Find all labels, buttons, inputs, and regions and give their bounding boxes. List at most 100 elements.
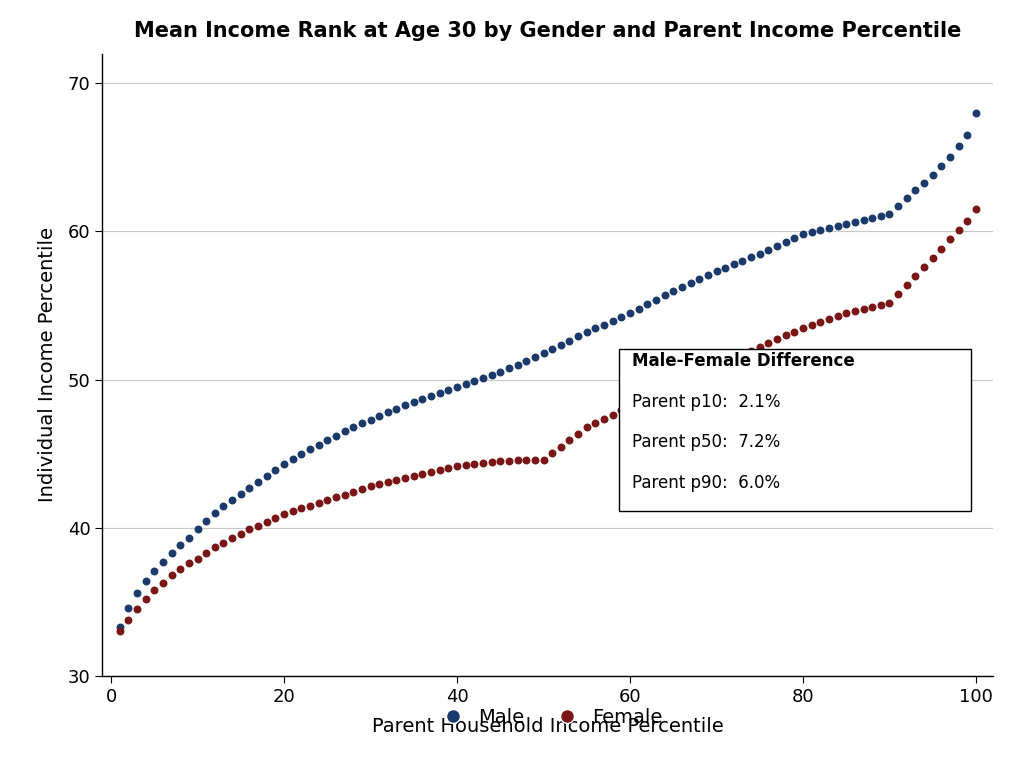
Point (769, 333, 785, 346)
X-axis label: Parent Household Income Percentile: Parent Household Income Percentile (372, 717, 724, 736)
Point (207, 507, 223, 519)
Point (449, 459, 465, 472)
Point (631, 396, 647, 409)
Point (242, 482, 258, 494)
Point (353, 417, 370, 429)
Point (155, 555, 171, 568)
Point (431, 464, 447, 476)
Point (189, 553, 206, 565)
Point (752, 247, 768, 260)
Point (726, 353, 742, 366)
Point (493, 455, 509, 467)
Point (925, 252, 941, 264)
Point (440, 462, 457, 474)
Point (821, 222, 838, 234)
Point (561, 434, 578, 446)
Point (362, 413, 379, 425)
Point (362, 480, 379, 492)
Point (882, 207, 898, 220)
Point (475, 457, 492, 469)
Point (648, 388, 665, 400)
Point (899, 279, 915, 291)
Point (777, 236, 794, 248)
Point (682, 277, 698, 290)
Text: Parent p50:  7.2%: Parent p50: 7.2% (633, 433, 780, 452)
Point (258, 470, 274, 482)
Point (267, 512, 284, 525)
Point (345, 421, 361, 433)
Point (371, 410, 387, 422)
Point (258, 515, 274, 528)
Point (709, 362, 725, 374)
Point (293, 502, 309, 515)
Point (864, 212, 881, 224)
Point (180, 532, 197, 545)
Point (907, 184, 924, 196)
Point (380, 406, 396, 419)
Point (553, 339, 569, 351)
Point (742, 345, 759, 357)
Point (777, 329, 794, 342)
Point (232, 488, 249, 500)
Point (302, 443, 318, 455)
Point (786, 326, 803, 338)
Point (483, 369, 500, 382)
Point (423, 465, 439, 478)
Point (821, 313, 838, 325)
Point (596, 319, 612, 331)
Point (622, 306, 638, 319)
Point (915, 261, 932, 273)
Point (760, 243, 776, 256)
Point (406, 470, 422, 482)
Point (579, 421, 595, 433)
Point (328, 491, 344, 503)
Point (760, 337, 776, 349)
Point (526, 351, 543, 363)
Point (224, 493, 241, 505)
Point (397, 472, 414, 484)
Point (397, 399, 414, 412)
Point (224, 532, 241, 545)
Point (950, 141, 967, 153)
Point (838, 306, 854, 319)
Point (631, 303, 647, 315)
Title: Mean Income Rank at Age 30 by Gender and Parent Income Percentile: Mean Income Rank at Age 30 by Gender and… (134, 21, 962, 41)
Point (812, 316, 828, 328)
Point (198, 547, 214, 559)
Point (337, 425, 353, 438)
Point (804, 319, 820, 331)
Point (872, 299, 889, 311)
Point (155, 576, 171, 589)
Point (275, 458, 292, 470)
Point (242, 523, 258, 535)
Point (337, 488, 353, 501)
Point (120, 614, 136, 626)
Point (449, 381, 465, 393)
Point (656, 383, 673, 396)
Point (440, 384, 457, 396)
Point (752, 341, 768, 353)
Point (285, 452, 301, 465)
Point (129, 587, 145, 599)
Point (172, 563, 188, 575)
Text: Male-Female Difference: Male-Female Difference (633, 353, 855, 370)
Point (742, 251, 759, 263)
Point (872, 210, 889, 222)
Point (112, 621, 128, 633)
Point (717, 262, 733, 274)
Point (302, 499, 318, 511)
Point (604, 409, 621, 421)
Point (526, 454, 543, 466)
Point (882, 296, 898, 309)
Point (933, 161, 949, 173)
Point (899, 192, 915, 204)
Point (553, 440, 569, 452)
Legend: Male, Female: Male, Female (425, 700, 671, 734)
Point (518, 355, 535, 367)
Point (388, 402, 404, 415)
Point (146, 584, 163, 596)
Point (648, 293, 665, 306)
Point (604, 315, 621, 327)
Point (388, 474, 404, 486)
Point (786, 232, 803, 244)
